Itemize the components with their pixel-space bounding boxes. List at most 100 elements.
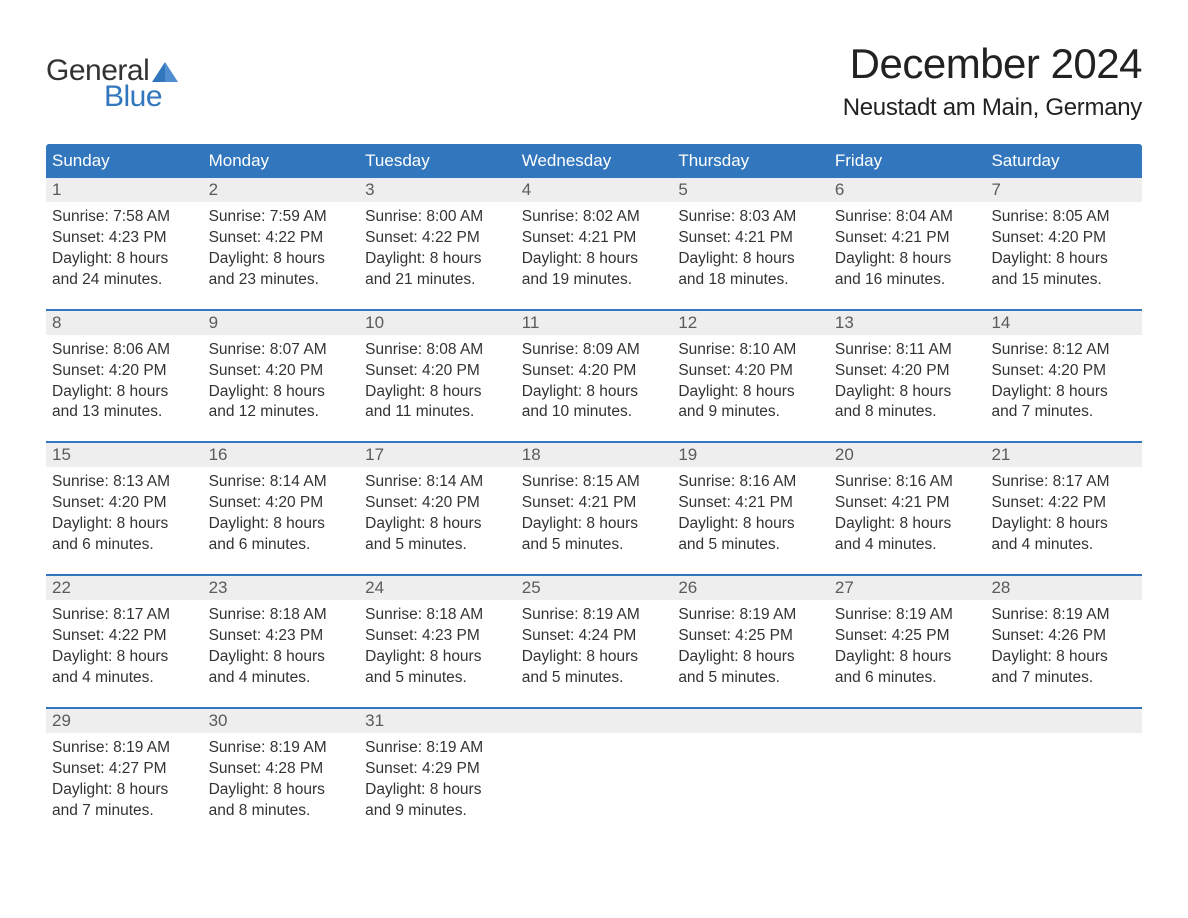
day-d1: Daylight: 8 hours — [991, 382, 1136, 403]
calendar-day: 6Sunrise: 8:04 AMSunset: 4:21 PMDaylight… — [829, 178, 986, 309]
day-sunset: Sunset: 4:20 PM — [209, 493, 354, 514]
day-details: Sunrise: 8:03 AMSunset: 4:21 PMDaylight:… — [672, 202, 829, 291]
day-details: Sunrise: 8:19 AMSunset: 4:26 PMDaylight:… — [985, 600, 1142, 689]
day-d1: Daylight: 8 hours — [209, 514, 354, 535]
col-header-monday: Monday — [203, 144, 360, 178]
day-d2: and 23 minutes. — [209, 270, 354, 291]
day-details: Sunrise: 8:19 AMSunset: 4:24 PMDaylight:… — [516, 600, 673, 689]
calendar-day: 4 Sunrise: 8:02 AMSunset: 4:21 PMDaylight… — [516, 178, 673, 309]
day-d1: Daylight: 8 hours — [522, 249, 667, 270]
day-details: Sunrise: 8:17 AMSunset: 4:22 PMDaylight:… — [46, 600, 203, 689]
day-d1: Daylight: 8 hours — [365, 514, 510, 535]
day-sunset: Sunset: 4:22 PM — [209, 228, 354, 249]
day-number-row — [985, 709, 1142, 733]
calendar-day — [516, 709, 673, 840]
day-sunrise: Sunrise: 8:19 AM — [835, 605, 980, 626]
day-number-row: 26 — [672, 576, 829, 600]
day-number-row: 13 — [829, 311, 986, 335]
day-number-row: 19 — [672, 443, 829, 467]
day-number: 9 — [203, 311, 360, 335]
brand-triangle-icon — [152, 62, 178, 82]
brand-logo: General Blue — [46, 54, 178, 114]
day-number: 26 — [672, 576, 829, 600]
day-d1: Daylight: 8 hours — [835, 514, 980, 535]
day-d2: and 5 minutes. — [522, 535, 667, 556]
day-d2: and 12 minutes. — [209, 402, 354, 423]
day-sunrise: Sunrise: 8:14 AM — [209, 472, 354, 493]
day-d2: and 4 minutes. — [991, 535, 1136, 556]
day-sunrise: Sunrise: 7:59 AM — [209, 207, 354, 228]
day-number-row: 23 — [203, 576, 360, 600]
day-number-row: 4 — [516, 178, 673, 202]
day-number-row: 15 — [46, 443, 203, 467]
day-sunrise: Sunrise: 8:03 AM — [678, 207, 823, 228]
day-details: Sunrise: 8:17 AMSunset: 4:22 PMDaylight:… — [985, 467, 1142, 556]
day-number: 21 — [985, 443, 1142, 467]
day-number-row: 12 — [672, 311, 829, 335]
calendar-day: 15Sunrise: 8:13 AMSunset: 4:20 PMDayligh… — [46, 443, 203, 574]
day-details: Sunrise: 8:19 AMSunset: 4:27 PMDaylight:… — [46, 733, 203, 822]
calendar-day: 20Sunrise: 8:16 AMSunset: 4:21 PMDayligh… — [829, 443, 986, 574]
day-sunrise: Sunrise: 8:07 AM — [209, 340, 354, 361]
calendar-week: 15Sunrise: 8:13 AMSunset: 4:20 PMDayligh… — [46, 441, 1142, 574]
day-d1: Daylight: 8 hours — [52, 780, 197, 801]
day-sunset: Sunset: 4:22 PM — [365, 228, 510, 249]
day-details: Sunrise: 8:19 AMSunset: 4:25 PMDaylight:… — [672, 600, 829, 689]
day-d2: and 8 minutes. — [209, 801, 354, 822]
calendar-day: 9Sunrise: 8:07 AMSunset: 4:20 PMDaylight… — [203, 311, 360, 442]
day-d1: Daylight: 8 hours — [52, 249, 197, 270]
calendar-day: 23Sunrise: 8:18 AMSunset: 4:23 PMDayligh… — [203, 576, 360, 707]
day-number-row: 27 — [829, 576, 986, 600]
day-d2: and 11 minutes. — [365, 402, 510, 423]
day-details: Sunrise: 8:11 AMSunset: 4:20 PMDaylight:… — [829, 335, 986, 424]
day-number: 22 — [46, 576, 203, 600]
day-d1: Daylight: 8 hours — [365, 780, 510, 801]
day-number-row — [516, 709, 673, 733]
day-sunrise: Sunrise: 8:10 AM — [678, 340, 823, 361]
day-sunrise: Sunrise: 8:11 AM — [835, 340, 980, 361]
day-number: 2 — [203, 178, 360, 202]
day-sunset: Sunset: 4:24 PM — [522, 626, 667, 647]
day-d1: Daylight: 8 hours — [835, 382, 980, 403]
day-d1: Daylight: 8 hours — [52, 382, 197, 403]
day-number-row: 5 — [672, 178, 829, 202]
day-sunrise: Sunrise: 8:14 AM — [365, 472, 510, 493]
day-details: Sunrise: 8:19 AMSunset: 4:28 PMDaylight:… — [203, 733, 360, 822]
calendar-day: 21Sunrise: 8:17 AMSunset: 4:22 PMDayligh… — [985, 443, 1142, 574]
day-details: Sunrise: 8:18 AMSunset: 4:23 PMDaylight:… — [359, 600, 516, 689]
day-sunset: Sunset: 4:20 PM — [835, 361, 980, 382]
day-number: 30 — [203, 709, 360, 733]
day-number-row: 18 — [516, 443, 673, 467]
calendar-day: 27Sunrise: 8:19 AMSunset: 4:25 PMDayligh… — [829, 576, 986, 707]
day-details: Sunrise: 7:58 AMSunset: 4:23 PMDaylight:… — [46, 202, 203, 291]
day-number-row: 20 — [829, 443, 986, 467]
day-number-row: 28 — [985, 576, 1142, 600]
day-sunset: Sunset: 4:20 PM — [52, 493, 197, 514]
day-number: 23 — [203, 576, 360, 600]
day-d2: and 5 minutes. — [678, 535, 823, 556]
day-details: Sunrise: 8:16 AMSunset: 4:21 PMDaylight:… — [829, 467, 986, 556]
calendar-day: 29Sunrise: 8:19 AMSunset: 4:27 PMDayligh… — [46, 709, 203, 840]
day-number: 15 — [46, 443, 203, 467]
day-details: Sunrise: 8:04 AMSunset: 4:21 PMDaylight:… — [829, 202, 986, 291]
calendar-day: 17Sunrise: 8:14 AMSunset: 4:20 PMDayligh… — [359, 443, 516, 574]
day-details: Sunrise: 8:10 AMSunset: 4:20 PMDaylight:… — [672, 335, 829, 424]
day-d1: Daylight: 8 hours — [365, 647, 510, 668]
day-sunset: Sunset: 4:29 PM — [365, 759, 510, 780]
day-sunset: Sunset: 4:20 PM — [52, 361, 197, 382]
day-number-row: 11 — [516, 311, 673, 335]
day-number: 18 — [516, 443, 673, 467]
day-sunrise: Sunrise: 8:18 AM — [365, 605, 510, 626]
day-sunrise: Sunrise: 8:02 AM — [522, 207, 667, 228]
day-sunset: Sunset: 4:25 PM — [835, 626, 980, 647]
day-number-row — [672, 709, 829, 733]
day-sunset: Sunset: 4:21 PM — [522, 228, 667, 249]
col-header-saturday: Saturday — [985, 144, 1142, 178]
day-sunrise: Sunrise: 8:19 AM — [678, 605, 823, 626]
day-number-row: 2 — [203, 178, 360, 202]
day-details: Sunrise: 8:05 AMSunset: 4:20 PMDaylight:… — [985, 202, 1142, 291]
day-d2: and 7 minutes. — [52, 801, 197, 822]
day-number-row: 16 — [203, 443, 360, 467]
calendar-day: 22Sunrise: 8:17 AMSunset: 4:22 PMDayligh… — [46, 576, 203, 707]
day-number: 17 — [359, 443, 516, 467]
